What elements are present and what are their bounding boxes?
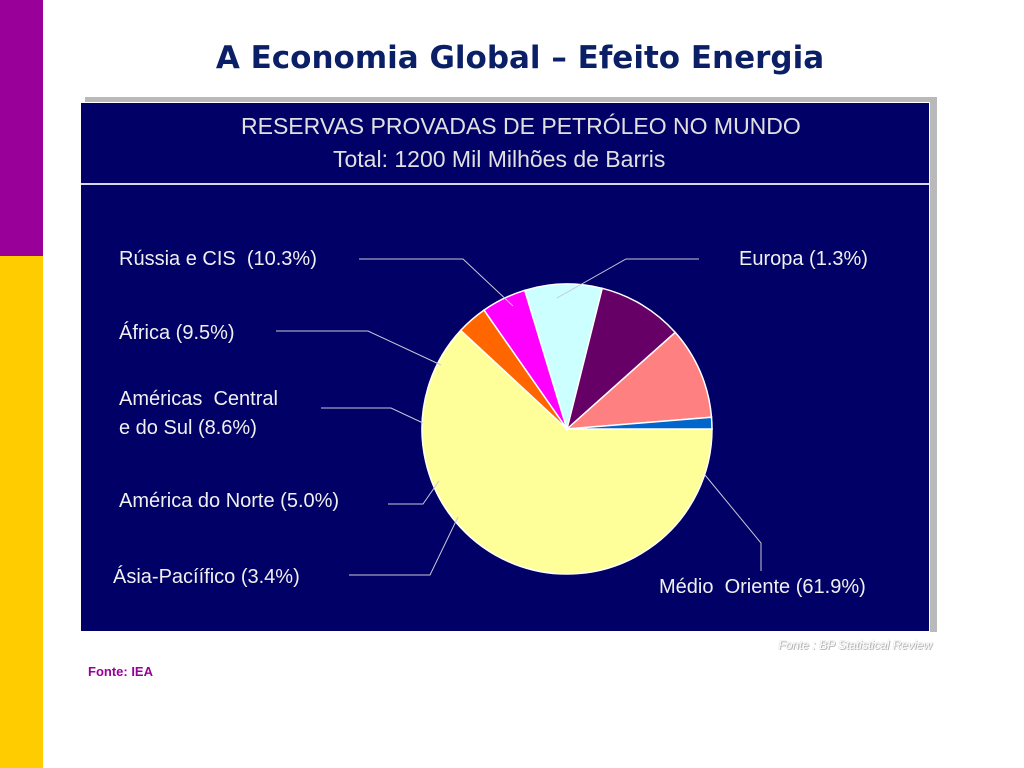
leader-line-americas-central-sul <box>321 407 424 424</box>
label-europa: Europa (1.3%) <box>739 248 868 270</box>
label-africa: África (9.5%) <box>119 322 235 344</box>
chart-panel: RESERVAS PROVADAS DE PETRÓLEO NO MUNDO T… <box>80 102 930 632</box>
source-note: Fonte: IEA <box>88 664 153 679</box>
chart-subtitle: Total: 1200 Mil Milhões de Barris <box>333 146 666 172</box>
label-medio-oriente: Médio Oriente (61.9%) <box>659 576 866 598</box>
chart-title: RESERVAS PROVADAS DE PETRÓLEO NO MUNDO <box>241 113 801 139</box>
leader-line-europa <box>556 258 699 299</box>
accent-bar-yellow <box>0 256 43 768</box>
leader-line-russia-cis <box>359 258 514 307</box>
pie-slice-medio-oriente <box>421 329 713 575</box>
chart-source-note: Fonte : BP Statistical Review <box>778 638 932 652</box>
accent-bar-purple <box>0 0 43 256</box>
label-america-norte: América do Norte (5.0%) <box>119 490 340 512</box>
pie-slices <box>421 283 713 575</box>
slide-title: A Economia Global – Efeito Energia <box>215 40 825 76</box>
chart-header-divider <box>81 183 929 185</box>
leader-line-medio-oriente <box>704 474 762 571</box>
pie-slice-russia-cis <box>564 331 713 430</box>
pie-chart <box>276 258 762 576</box>
leader-lines <box>276 258 762 576</box>
pie-slice-europa <box>566 416 713 430</box>
label-americas-central-sul: Américas Central e do Sul (8.6%) <box>119 388 278 439</box>
leader-line-asia-pacifico <box>349 516 459 576</box>
leader-line-africa <box>276 330 442 366</box>
leader-line-america-norte <box>388 480 440 505</box>
label-russia-cis: Rússia e CIS (10.3%) <box>119 248 317 270</box>
label-asia-pacifico: Ásia-Pacíífico (3.4%) <box>113 566 300 588</box>
pie-slice-africa <box>565 287 677 432</box>
